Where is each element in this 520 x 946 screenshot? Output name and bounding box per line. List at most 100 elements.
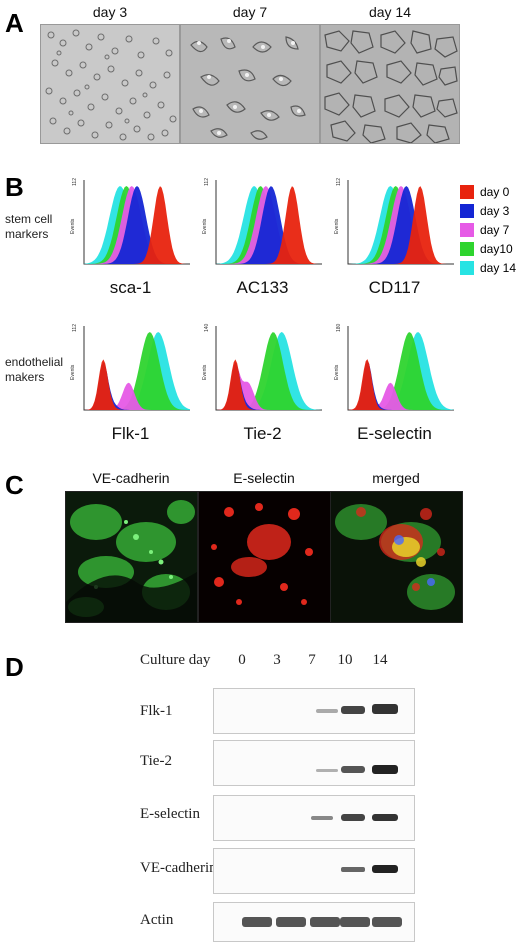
y-axis-label: Events <box>70 364 76 380</box>
histogram-series-4 <box>216 186 322 264</box>
blot-flk1 <box>213 688 415 734</box>
legend-item: day10 <box>460 239 520 258</box>
histogram-series-0 <box>348 359 454 410</box>
protein-label-vecadherin: VE-cadherin <box>140 860 217 876</box>
micrograph-day14 <box>320 24 460 144</box>
legend-swatch <box>460 222 474 237</box>
legend-item: day 3 <box>460 201 520 220</box>
panel-a-letter: A <box>5 8 24 38</box>
day-col-10: 10 <box>337 652 353 668</box>
panel-d-letter: D <box>5 652 24 682</box>
legend-swatch <box>460 184 474 199</box>
blot-tie2-bands <box>316 765 398 774</box>
fluorescence-merged <box>330 491 463 623</box>
day7-label: day 7 <box>232 4 268 20</box>
day-col-0: 0 <box>238 652 246 668</box>
endothelial-label-line2: makers <box>5 370 45 384</box>
legend-swatch <box>460 203 474 218</box>
histogram-series-4 <box>348 332 454 410</box>
merged-title: merged <box>372 470 420 486</box>
cd117-label: CD117 <box>368 278 421 297</box>
day3-label: day 3 <box>92 4 128 20</box>
y-axis-label: Events <box>202 364 208 380</box>
histogram-sca1: Events 112 <box>70 178 190 265</box>
sca1-label: sca-1 <box>109 278 152 297</box>
blot-tie2 <box>213 740 415 786</box>
day-col-7: 7 <box>308 652 316 668</box>
legend-swatch <box>460 260 474 275</box>
histogram-series-0 <box>84 359 190 410</box>
histogram-series-1 <box>84 186 190 264</box>
legend-label: day 0 <box>480 184 510 199</box>
blot-eselectin-bands <box>311 814 398 821</box>
culture-day-header: Culture day <box>140 652 211 668</box>
stem-cell-label: stem cell markers <box>5 212 65 242</box>
legend-label: day 3 <box>480 203 510 218</box>
tie2-label: Tie-2 <box>243 424 282 443</box>
panel-b-letter: B <box>5 172 24 202</box>
panel-c-letter: C <box>5 470 24 500</box>
histogram-series-4 <box>216 332 322 410</box>
legend-label: day 14 <box>480 260 517 275</box>
protein-label-tie2: Tie-2 <box>140 753 172 769</box>
fluorescence-merged-image <box>331 492 462 622</box>
y-max-label: 112 <box>204 178 210 186</box>
micrograph-day3 <box>40 24 180 144</box>
blot-vecadherin-bands <box>341 865 398 873</box>
legend-swatch <box>460 241 474 256</box>
histogram-series-0 <box>216 359 322 410</box>
endothelial-label: endothelial makers <box>5 355 67 385</box>
e-selectin-title: E-selectin <box>233 470 295 486</box>
fluorescence-ve-cadherin <box>65 491 198 623</box>
histogram-series-3 <box>348 332 454 410</box>
protein-label-eselectin: E-selectin <box>140 806 200 822</box>
micrograph-day14-image <box>321 25 459 143</box>
y-axis-label: Events <box>334 364 340 380</box>
y-max-label: 180 <box>336 323 342 332</box>
histogram-series-3 <box>84 332 190 410</box>
day-col-14: 14 <box>372 652 388 668</box>
y-axis-label: Events <box>70 218 76 234</box>
stem-cell-label-line2: markers <box>5 227 49 241</box>
ac133-label: AC133 <box>236 278 289 297</box>
micrograph-day7 <box>180 24 320 144</box>
micrograph-day3-image <box>41 25 179 143</box>
y-max-label: 112 <box>336 178 342 186</box>
endothelial-label-line1: endothelial <box>5 355 64 369</box>
legend-item: day 7 <box>460 220 520 239</box>
histogram-series-0 <box>216 186 322 264</box>
histogram-series-0 <box>84 186 190 264</box>
protein-label-actin: Actin <box>140 912 174 928</box>
fluorescence-e-selectin <box>198 491 331 623</box>
legend-label: day10 <box>480 241 513 256</box>
histogram-series-3 <box>216 332 322 410</box>
histogram-flk1: Events 112 <box>70 324 190 411</box>
stem-cell-label-line1: stem cell <box>5 212 53 226</box>
y-max-label: 112 <box>72 324 78 332</box>
legend-item: day 14 <box>460 258 520 277</box>
flk1-label: Flk-1 <box>111 424 150 443</box>
y-max-label: 112 <box>72 178 78 186</box>
blot-actin <box>213 902 415 942</box>
blot-flk1-bands <box>316 704 398 714</box>
ve-cadherin-title: VE-cadherin <box>92 470 170 486</box>
fluorescence-ve-cadherin-image <box>66 492 197 622</box>
histogram-cd117: Events 112 <box>334 178 454 265</box>
eselectin-label: E-selectin <box>357 424 432 443</box>
blot-vecadherin <box>213 848 415 894</box>
blot-eselectin <box>213 795 415 841</box>
y-axis-label: Events <box>334 218 340 234</box>
histogram-series-0 <box>348 186 454 264</box>
legend-item: day 0 <box>460 182 520 201</box>
histogram-eselectin: Events 180 <box>334 323 454 411</box>
day-col-3: 3 <box>273 652 281 668</box>
fluorescence-e-selectin-image <box>199 492 330 622</box>
histogram-series-1 <box>348 186 454 264</box>
day14-label: day 14 <box>368 4 412 20</box>
y-axis-label: Events <box>202 218 208 234</box>
blot-actin-bands <box>242 917 402 927</box>
y-max-label: 140 <box>204 323 210 332</box>
protein-label-flk1: Flk-1 <box>140 703 173 719</box>
micrograph-day7-image <box>181 25 319 143</box>
histogram-series-1 <box>216 186 322 264</box>
